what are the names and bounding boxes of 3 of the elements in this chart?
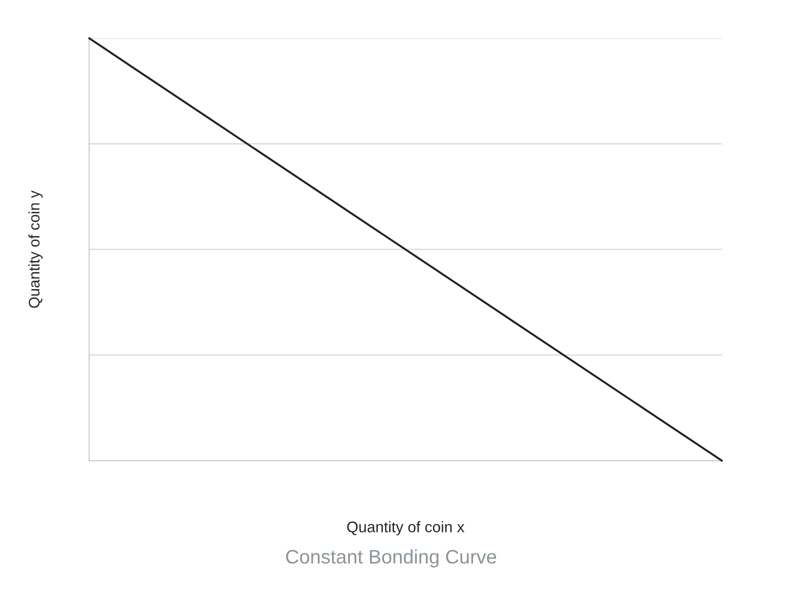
text: Constant Bonding Curve (286, 549, 496, 568)
y-axis-title: Quantity of coin y (28, 190, 43, 308)
x-axis-title: Quantity of coin x (347, 521, 464, 536)
